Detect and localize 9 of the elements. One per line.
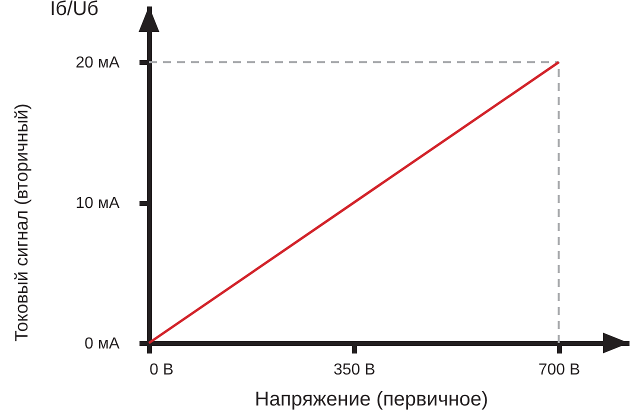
x-tick-label: 350 В [333, 362, 376, 378]
y-tick-label: 20 мА [76, 54, 120, 72]
y-tick-label: 10 мА [76, 195, 120, 212]
x-tick-label: 0 В [150, 362, 174, 378]
x-tick-label: 700 В [538, 362, 580, 378]
chart-title: Iб/Uб [50, 0, 98, 20]
y-axis-title: Токовый сигнал (вторичный) [12, 104, 32, 342]
x-axis-title: Напряжение (первичное) [254, 388, 488, 410]
y-tick-label: 0 мА [84, 336, 120, 352]
